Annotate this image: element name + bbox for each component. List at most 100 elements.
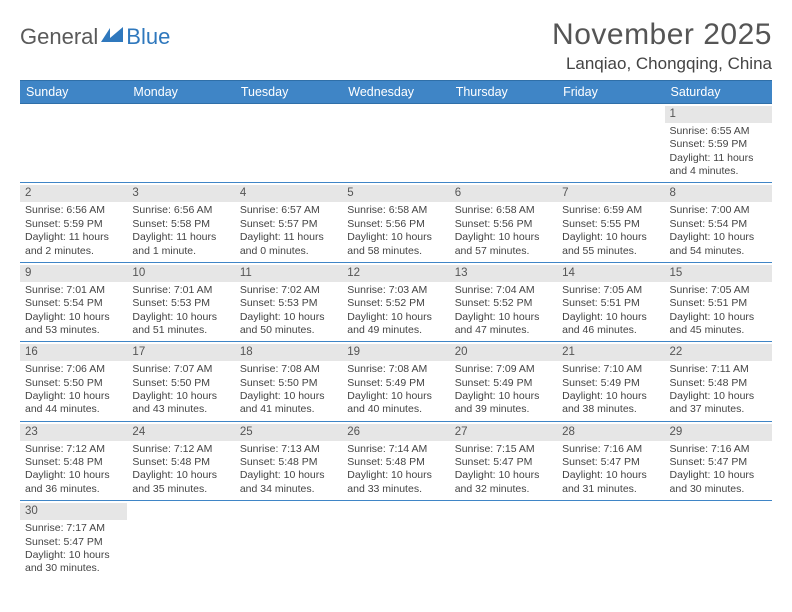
weekday-header: Friday (557, 81, 664, 104)
day-number: 29 (665, 424, 772, 441)
calendar-cell: 4Sunrise: 6:57 AMSunset: 5:57 PMDaylight… (235, 183, 342, 262)
sunset-line: Sunset: 5:48 PM (25, 456, 122, 469)
daylight-line: Daylight: 10 hours and 31 minutes. (562, 469, 659, 496)
calendar-cell: 6Sunrise: 6:58 AMSunset: 5:56 PMDaylight… (450, 183, 557, 262)
sunset-line: Sunset: 5:51 PM (670, 297, 767, 310)
calendar-cell: 14Sunrise: 7:05 AMSunset: 5:51 PMDayligh… (557, 262, 664, 341)
sunset-line: Sunset: 5:50 PM (132, 377, 229, 390)
sunset-line: Sunset: 5:52 PM (347, 297, 444, 310)
day-number-empty (450, 106, 557, 123)
daylight-line: Daylight: 10 hours and 49 minutes. (347, 311, 444, 338)
day-number: 6 (450, 185, 557, 202)
sunset-line: Sunset: 5:48 PM (670, 377, 767, 390)
calendar-week: 2Sunrise: 6:56 AMSunset: 5:59 PMDaylight… (20, 183, 772, 262)
calendar-cell: 23Sunrise: 7:12 AMSunset: 5:48 PMDayligh… (20, 421, 127, 500)
daylight-line: Daylight: 10 hours and 54 minutes. (670, 231, 767, 258)
day-number: 24 (127, 424, 234, 441)
sunrise-line: Sunrise: 6:56 AM (25, 204, 122, 217)
daylight-line: Daylight: 11 hours and 0 minutes. (240, 231, 337, 258)
day-number-empty (20, 106, 127, 123)
day-number: 1 (665, 106, 772, 123)
day-number: 5 (342, 185, 449, 202)
sunrise-line: Sunrise: 7:01 AM (25, 284, 122, 297)
daylight-line: Daylight: 10 hours and 53 minutes. (25, 311, 122, 338)
calendar-cell: 24Sunrise: 7:12 AMSunset: 5:48 PMDayligh… (127, 421, 234, 500)
sunrise-line: Sunrise: 7:08 AM (240, 363, 337, 376)
day-number-empty (235, 106, 342, 123)
weekday-header: Thursday (450, 81, 557, 104)
daylight-line: Daylight: 10 hours and 30 minutes. (25, 549, 122, 576)
sunset-line: Sunset: 5:47 PM (25, 536, 122, 549)
calendar-cell: 21 Sunrise: 7:10 AMSunset: 5:49 PMDayligh… (557, 342, 664, 421)
sunset-line: Sunset: 5:52 PM (455, 297, 552, 310)
day-number: 9 (20, 265, 127, 282)
weekday-header: Saturday (665, 81, 772, 104)
sunrise-line: Sunrise: 7:03 AM (347, 284, 444, 297)
daylight-line: Daylight: 10 hours and 30 minutes. (670, 469, 767, 496)
day-number: 12 (342, 265, 449, 282)
calendar-cell: 27Sunrise: 7:15 AMSunset: 5:47 PMDayligh… (450, 421, 557, 500)
sunset-line: Sunset: 5:48 PM (132, 456, 229, 469)
daylight-line: Daylight: 10 hours and 41 minutes. (240, 390, 337, 417)
sunset-line: Sunset: 5:57 PM (240, 218, 337, 231)
weekday-header: Tuesday (235, 81, 342, 104)
sunset-line: Sunset: 5:48 PM (347, 456, 444, 469)
calendar-head: SundayMondayTuesdayWednesdayThursdayFrid… (20, 81, 772, 104)
calendar-cell: 9Sunrise: 7:01 AMSunset: 5:54 PMDaylight… (20, 262, 127, 341)
calendar-week: 1Sunrise: 6:55 AMSunset: 5:59 PMDaylight… (20, 104, 772, 183)
calendar-cell: 7Sunrise: 6:59 AMSunset: 5:55 PMDaylight… (557, 183, 664, 262)
daylight-line: Daylight: 10 hours and 38 minutes. (562, 390, 659, 417)
calendar-table: SundayMondayTuesdayWednesdayThursdayFrid… (20, 80, 772, 580)
day-number: 2 (20, 185, 127, 202)
sunset-line: Sunset: 5:58 PM (132, 218, 229, 231)
daylight-line: Daylight: 10 hours and 35 minutes. (132, 469, 229, 496)
calendar-cell (450, 501, 557, 580)
weekday-header: Wednesday (342, 81, 449, 104)
day-number: 18 (235, 344, 342, 361)
calendar-week: 16Sunrise: 7:06 AMSunset: 5:50 PMDayligh… (20, 342, 772, 421)
calendar-cell: 22Sunrise: 7:11 AMSunset: 5:48 PMDayligh… (665, 342, 772, 421)
day-number: 23 (20, 424, 127, 441)
daylight-line: Daylight: 11 hours and 4 minutes. (670, 152, 767, 179)
calendar-cell (342, 104, 449, 183)
sunset-line: Sunset: 5:50 PM (240, 377, 337, 390)
calendar-cell: 16Sunrise: 7:06 AMSunset: 5:50 PMDayligh… (20, 342, 127, 421)
daylight-line: Daylight: 10 hours and 32 minutes. (455, 469, 552, 496)
sunrise-line: Sunrise: 7:06 AM (25, 363, 122, 376)
sunset-line: Sunset: 5:47 PM (455, 456, 552, 469)
calendar-cell (235, 501, 342, 580)
day-number: 10 (127, 265, 234, 282)
sunset-line: Sunset: 5:56 PM (455, 218, 552, 231)
daylight-line: Daylight: 10 hours and 45 minutes. (670, 311, 767, 338)
calendar-cell (20, 104, 127, 183)
daylight-line: Daylight: 10 hours and 40 minutes. (347, 390, 444, 417)
daylight-line: Daylight: 10 hours and 58 minutes. (347, 231, 444, 258)
day-number: 27 (450, 424, 557, 441)
calendar-cell: 26Sunrise: 7:14 AMSunset: 5:48 PMDayligh… (342, 421, 449, 500)
sunset-line: Sunset: 5:49 PM (562, 377, 659, 390)
calendar-cell (450, 104, 557, 183)
day-number-empty (127, 106, 234, 123)
sunrise-line: Sunrise: 6:58 AM (455, 204, 552, 217)
sunrise-line: Sunrise: 7:02 AM (240, 284, 337, 297)
header: General Blue November 2025 Lanqiao, Chon… (20, 18, 772, 74)
calendar-cell: 30Sunrise: 7:17 AMSunset: 5:47 PMDayligh… (20, 501, 127, 580)
daylight-line: Daylight: 11 hours and 2 minutes. (25, 231, 122, 258)
day-number: 16 (20, 344, 127, 361)
sunset-line: Sunset: 5:50 PM (25, 377, 122, 390)
sunrise-line: Sunrise: 7:17 AM (25, 522, 122, 535)
sunrise-line: Sunrise: 7:10 AM (562, 363, 659, 376)
calendar-cell: 10Sunrise: 7:01 AMSunset: 5:53 PMDayligh… (127, 262, 234, 341)
daylight-line: Daylight: 10 hours and 47 minutes. (455, 311, 552, 338)
calendar-body: 1Sunrise: 6:55 AMSunset: 5:59 PMDaylight… (20, 104, 772, 580)
logo: General Blue (20, 18, 170, 50)
sunrise-line: Sunrise: 7:16 AM (670, 443, 767, 456)
weekday-header: Monday (127, 81, 234, 104)
daylight-line: Daylight: 10 hours and 39 minutes. (455, 390, 552, 417)
day-number: 21 (557, 344, 664, 361)
sunset-line: Sunset: 5:59 PM (25, 218, 122, 231)
day-number: 4 (235, 185, 342, 202)
sunrise-line: Sunrise: 7:09 AM (455, 363, 552, 376)
calendar-week: 9Sunrise: 7:01 AMSunset: 5:54 PMDaylight… (20, 262, 772, 341)
calendar-cell: 29Sunrise: 7:16 AMSunset: 5:47 PMDayligh… (665, 421, 772, 500)
